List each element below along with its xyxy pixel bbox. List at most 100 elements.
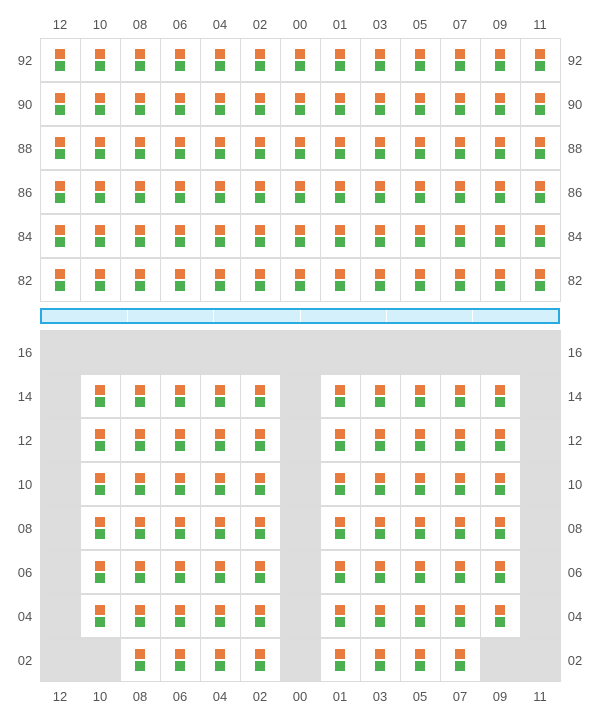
port-cell[interactable]	[320, 126, 361, 170]
port-cell[interactable]	[480, 126, 521, 170]
port-cell[interactable]	[240, 258, 281, 302]
port-cell[interactable]	[200, 594, 241, 638]
port-cell[interactable]	[160, 462, 201, 506]
port-cell[interactable]	[520, 170, 561, 214]
port-cell[interactable]	[360, 38, 401, 82]
port-cell[interactable]	[200, 462, 241, 506]
port-cell[interactable]	[520, 258, 561, 302]
port-cell[interactable]	[480, 462, 521, 506]
port-cell[interactable]	[480, 374, 521, 418]
port-cell[interactable]	[240, 462, 281, 506]
port-cell[interactable]	[160, 550, 201, 594]
port-cell[interactable]	[360, 550, 401, 594]
port-cell[interactable]	[280, 126, 321, 170]
port-cell[interactable]	[320, 506, 361, 550]
port-cell[interactable]	[440, 38, 481, 82]
port-cell[interactable]	[160, 638, 201, 682]
port-cell[interactable]	[80, 374, 121, 418]
port-cell[interactable]	[40, 126, 81, 170]
port-cell[interactable]	[80, 214, 121, 258]
port-cell[interactable]	[400, 462, 441, 506]
port-cell[interactable]	[440, 374, 481, 418]
port-cell[interactable]	[120, 170, 161, 214]
port-cell[interactable]	[40, 214, 81, 258]
port-cell[interactable]	[40, 258, 81, 302]
port-cell[interactable]	[440, 258, 481, 302]
port-cell[interactable]	[320, 374, 361, 418]
port-cell[interactable]	[440, 638, 481, 682]
port-cell[interactable]	[440, 594, 481, 638]
port-cell[interactable]	[440, 506, 481, 550]
port-cell[interactable]	[440, 214, 481, 258]
port-cell[interactable]	[400, 594, 441, 638]
port-cell[interactable]	[400, 38, 441, 82]
port-cell[interactable]	[120, 82, 161, 126]
port-cell[interactable]	[400, 126, 441, 170]
port-cell[interactable]	[360, 638, 401, 682]
port-cell[interactable]	[160, 258, 201, 302]
port-cell[interactable]	[240, 594, 281, 638]
port-cell[interactable]	[40, 38, 81, 82]
port-cell[interactable]	[400, 550, 441, 594]
port-cell[interactable]	[280, 38, 321, 82]
port-cell[interactable]	[200, 258, 241, 302]
port-cell[interactable]	[240, 506, 281, 550]
port-cell[interactable]	[240, 82, 281, 126]
port-cell[interactable]	[120, 594, 161, 638]
port-cell[interactable]	[120, 506, 161, 550]
port-cell[interactable]	[400, 506, 441, 550]
port-cell[interactable]	[280, 214, 321, 258]
port-cell[interactable]	[120, 126, 161, 170]
port-cell[interactable]	[240, 38, 281, 82]
port-cell[interactable]	[80, 82, 121, 126]
port-cell[interactable]	[320, 462, 361, 506]
port-cell[interactable]	[40, 170, 81, 214]
port-cell[interactable]	[520, 214, 561, 258]
port-cell[interactable]	[480, 418, 521, 462]
port-cell[interactable]	[480, 258, 521, 302]
port-cell[interactable]	[240, 214, 281, 258]
port-cell[interactable]	[400, 374, 441, 418]
port-cell[interactable]	[320, 38, 361, 82]
port-cell[interactable]	[200, 418, 241, 462]
port-cell[interactable]	[280, 170, 321, 214]
port-cell[interactable]	[120, 550, 161, 594]
port-cell[interactable]	[320, 82, 361, 126]
port-cell[interactable]	[240, 374, 281, 418]
port-cell[interactable]	[440, 82, 481, 126]
port-cell[interactable]	[160, 374, 201, 418]
port-cell[interactable]	[80, 418, 121, 462]
port-cell[interactable]	[480, 170, 521, 214]
port-cell[interactable]	[520, 126, 561, 170]
port-cell[interactable]	[360, 594, 401, 638]
port-cell[interactable]	[520, 82, 561, 126]
port-cell[interactable]	[520, 38, 561, 82]
port-cell[interactable]	[280, 258, 321, 302]
port-cell[interactable]	[440, 550, 481, 594]
port-cell[interactable]	[120, 462, 161, 506]
port-cell[interactable]	[240, 170, 281, 214]
port-cell[interactable]	[160, 170, 201, 214]
port-cell[interactable]	[120, 638, 161, 682]
port-cell[interactable]	[160, 126, 201, 170]
port-cell[interactable]	[400, 214, 441, 258]
port-cell[interactable]	[240, 126, 281, 170]
port-cell[interactable]	[440, 170, 481, 214]
port-cell[interactable]	[200, 374, 241, 418]
port-cell[interactable]	[120, 418, 161, 462]
port-cell[interactable]	[440, 126, 481, 170]
port-cell[interactable]	[400, 170, 441, 214]
port-cell[interactable]	[360, 258, 401, 302]
port-cell[interactable]	[80, 258, 121, 302]
port-cell[interactable]	[200, 82, 241, 126]
port-cell[interactable]	[360, 170, 401, 214]
port-cell[interactable]	[320, 638, 361, 682]
port-cell[interactable]	[360, 126, 401, 170]
port-cell[interactable]	[360, 82, 401, 126]
port-cell[interactable]	[80, 38, 121, 82]
port-cell[interactable]	[80, 462, 121, 506]
port-cell[interactable]	[40, 82, 81, 126]
port-cell[interactable]	[160, 418, 201, 462]
port-cell[interactable]	[240, 550, 281, 594]
port-cell[interactable]	[360, 374, 401, 418]
